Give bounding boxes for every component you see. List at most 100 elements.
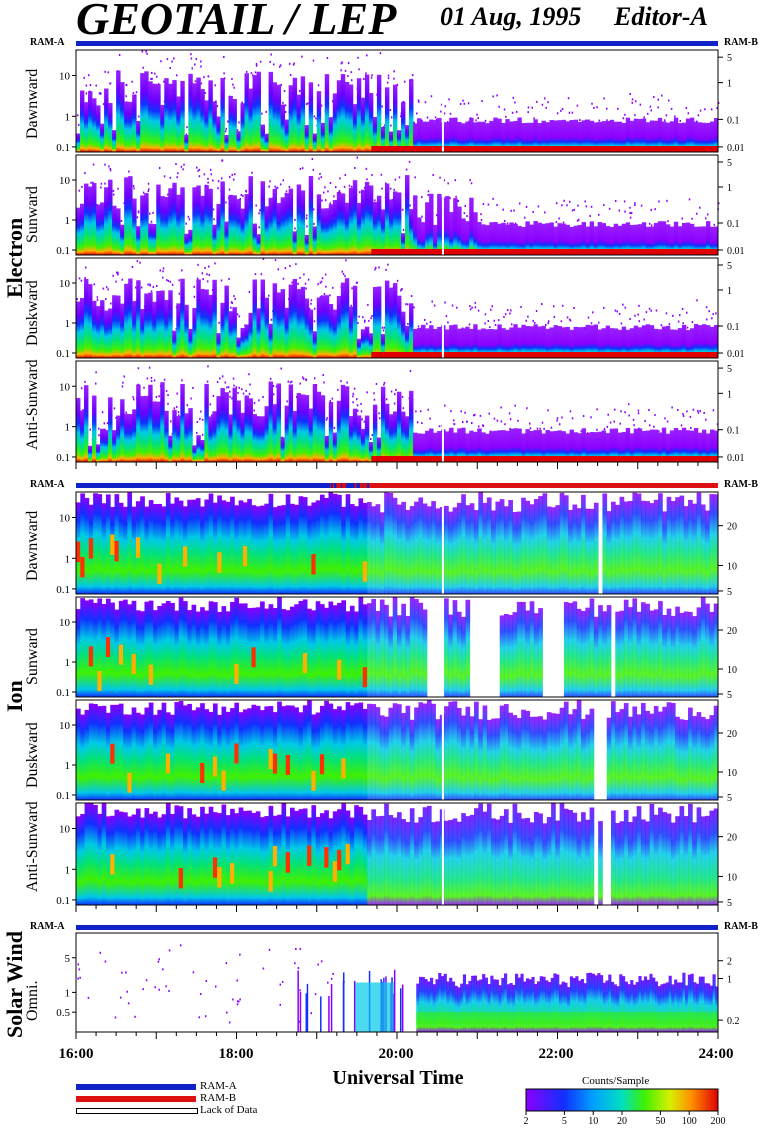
y-tick-label: 1: [65, 657, 71, 669]
speckle: [411, 78, 413, 81]
speckle: [383, 126, 385, 129]
spectrogram-column: [409, 303, 414, 358]
speckle: [236, 129, 239, 132]
speckle: [259, 60, 262, 63]
hot-spot: [165, 753, 171, 774]
speckle: [197, 169, 199, 172]
speckle: [650, 309, 652, 312]
panel-frame: [75, 699, 719, 801]
speckle: [536, 427, 539, 430]
speckle: [333, 195, 335, 198]
speckle: [319, 296, 322, 299]
spectrogram-column: [221, 500, 227, 594]
speckle: [658, 200, 660, 203]
speckle: [624, 113, 626, 116]
spectrogram-column: [101, 603, 107, 697]
spectrogram-column: [509, 428, 514, 462]
spectrogram-column: [401, 501, 406, 594]
speckle: [115, 416, 117, 419]
speckle: [148, 188, 150, 191]
spectrogram-column: [320, 295, 326, 358]
speckle: [245, 70, 248, 73]
spectrogram-column: [311, 610, 317, 697]
spectrogram-column: [451, 981, 456, 1032]
speckle: [325, 285, 327, 288]
spectrogram-column: [302, 497, 308, 594]
hot-spot: [212, 857, 218, 878]
spectrogram-column: [255, 506, 261, 594]
spectrogram-column: [675, 497, 680, 594]
spectrogram-column: [597, 222, 603, 255]
spectrogram-column: [104, 310, 109, 358]
ram-mode-tick: [330, 483, 333, 488]
speckle: [320, 104, 323, 107]
spectrogram-column: [489, 222, 494, 255]
spectrogram-column: [152, 401, 157, 462]
ram-mode-tick: [354, 483, 357, 488]
panel-name: Anti-Sunward: [24, 801, 41, 892]
spectrogram-column: [348, 187, 354, 255]
spectrogram-column: [160, 382, 165, 462]
spectrogram-column: [123, 506, 128, 594]
spectrogram-column: [131, 506, 137, 594]
speckle: [277, 268, 280, 271]
speckle: [77, 963, 80, 966]
spectrogram-column: [658, 601, 663, 697]
spectrogram-column: [187, 808, 192, 905]
y-tick-label: 10: [59, 71, 71, 83]
speckle: [597, 213, 600, 216]
speckle: [469, 308, 472, 311]
hot-spot: [88, 646, 94, 667]
spike: [353, 980, 356, 1032]
spectrogram-column: [328, 492, 334, 594]
speckle: [580, 430, 583, 433]
spectrogram-column: [561, 119, 566, 152]
speckle: [192, 386, 194, 389]
speckle: [190, 397, 192, 400]
speckle: [585, 205, 588, 208]
spectrogram-column: [628, 822, 633, 905]
speckle: [190, 53, 192, 56]
spectrogram-column: [625, 117, 631, 152]
speckle: [137, 211, 140, 214]
spectrogram-column: [401, 713, 406, 800]
speckle: [453, 423, 456, 426]
spectrogram-column: [456, 611, 462, 697]
ram-mode-tick: [344, 483, 347, 488]
spectrogram-column: [461, 218, 466, 255]
speckle: [715, 312, 717, 315]
spectrogram-column: [478, 492, 483, 594]
spectrogram-column: [208, 188, 213, 255]
speckle: [310, 302, 312, 305]
speckle: [666, 420, 669, 423]
data-gap: [441, 803, 444, 905]
speckle: [455, 195, 457, 198]
spectrogram-column: [555, 713, 561, 800]
speckle: [396, 83, 399, 86]
speckle: [628, 414, 630, 417]
spectrogram-column: [96, 105, 101, 152]
spectrogram-column: [606, 717, 612, 800]
spectrogram-column: [473, 324, 478, 358]
spectrogram-column: [247, 810, 252, 905]
spectrogram-column: [421, 222, 426, 255]
spectrogram-column: [433, 224, 438, 255]
speckle: [207, 365, 209, 368]
spectrogram-column: [277, 505, 282, 594]
spectrogram-column: [340, 282, 346, 358]
speckle: [602, 306, 605, 309]
speckle: [681, 308, 684, 311]
speckle: [188, 218, 191, 221]
spectrogram-column: [311, 502, 317, 594]
speckle: [687, 112, 690, 115]
speckle: [371, 315, 373, 318]
spectrogram-column: [176, 416, 181, 462]
spectrogram-column: [405, 325, 410, 358]
spectrogram-column: [419, 976, 423, 1032]
speckle: [93, 283, 96, 286]
speckle: [529, 427, 532, 430]
spectrogram-column: [405, 175, 410, 255]
spectrogram-column: [232, 387, 237, 462]
speckle: [275, 187, 278, 190]
speckle: [288, 62, 291, 65]
